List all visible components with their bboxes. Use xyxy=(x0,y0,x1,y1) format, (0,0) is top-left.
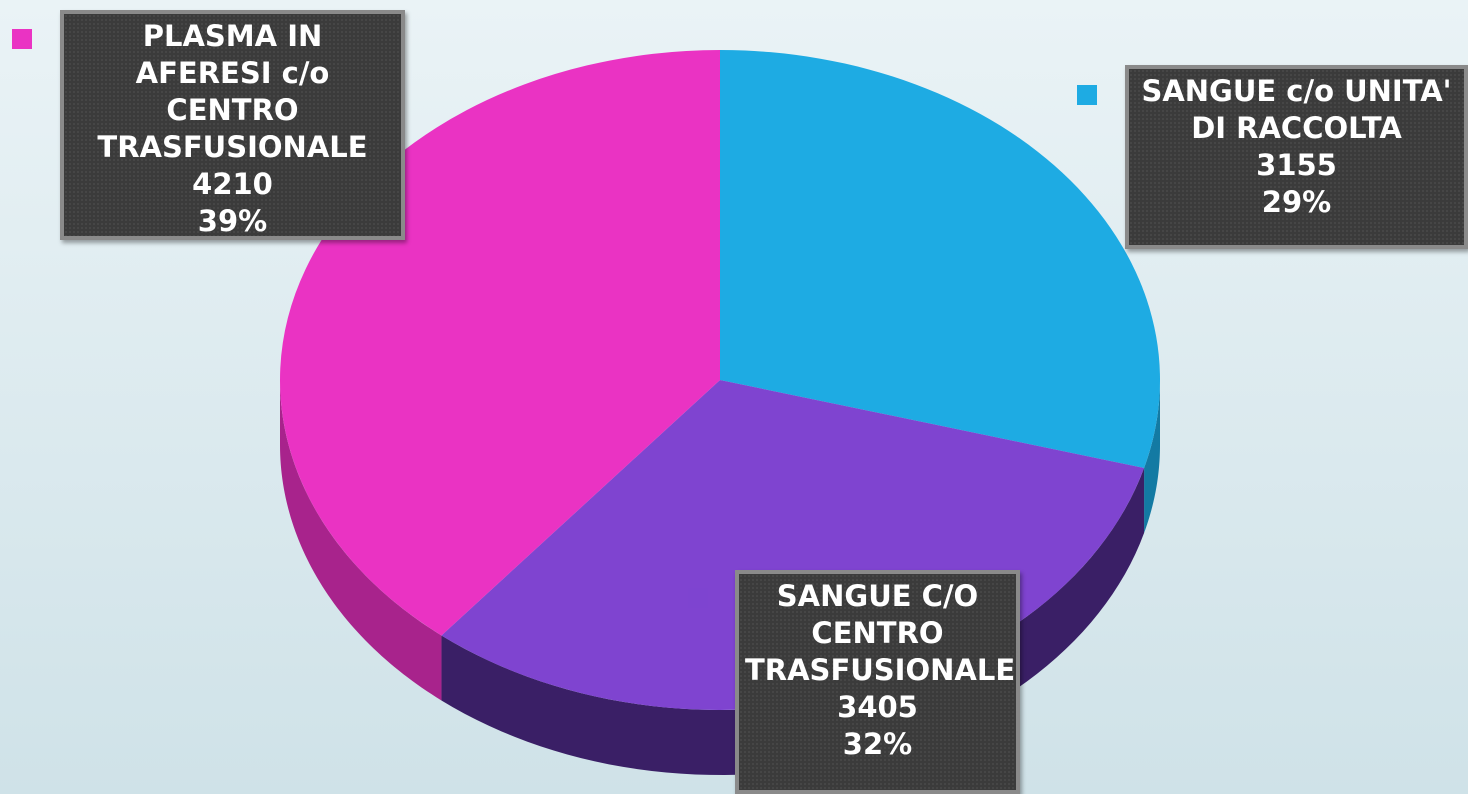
slice-side xyxy=(1144,380,1160,533)
category-label: PLASMA IN AFERESI c/o CENTRO TRASFUSIONA… xyxy=(97,19,368,164)
legend-swatch xyxy=(12,29,32,49)
slice xyxy=(720,50,1160,468)
data-label: PLASMA IN AFERESI c/o CENTRO TRASFUSIONA… xyxy=(60,10,405,240)
percentage-label: 29% xyxy=(1261,185,1332,219)
percentage-label: 39% xyxy=(197,204,268,238)
percentage-label: 32% xyxy=(842,727,913,761)
value-label: 3405 xyxy=(837,690,918,724)
legend-swatch xyxy=(1077,85,1097,105)
data-label: SANGUE C/O CENTRO TRASFUSIONALE 3405 32% xyxy=(735,570,1020,794)
legend-swatch xyxy=(688,588,708,608)
data-label: SANGUE c/o UNITA' DI RACCOLTA 3155 29% xyxy=(1125,65,1468,249)
slice-side xyxy=(280,380,442,701)
category-label: SANGUE c/o UNITA' DI RACCOLTA xyxy=(1141,74,1452,145)
value-label: 4210 xyxy=(192,167,273,201)
value-label: 3155 xyxy=(1256,148,1337,182)
category-label: SANGUE C/O CENTRO TRASFUSIONALE xyxy=(745,579,1016,687)
